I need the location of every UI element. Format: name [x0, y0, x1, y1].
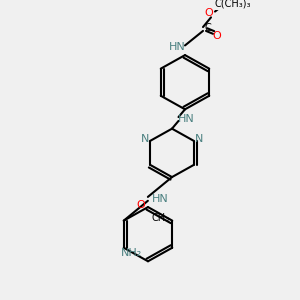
- Text: C: C: [205, 23, 212, 33]
- Text: O: O: [205, 8, 213, 19]
- Text: O: O: [136, 200, 145, 210]
- Text: HN: HN: [169, 42, 185, 52]
- Text: C(CH₃)₃: C(CH₃)₃: [215, 0, 251, 9]
- Text: N: N: [141, 134, 149, 144]
- Text: CH₃: CH₃: [151, 213, 169, 223]
- Text: N: N: [194, 134, 203, 144]
- Text: HN: HN: [152, 194, 168, 204]
- Text: NH₂: NH₂: [121, 248, 142, 258]
- Text: HN: HN: [178, 114, 195, 124]
- Text: O: O: [213, 31, 221, 41]
